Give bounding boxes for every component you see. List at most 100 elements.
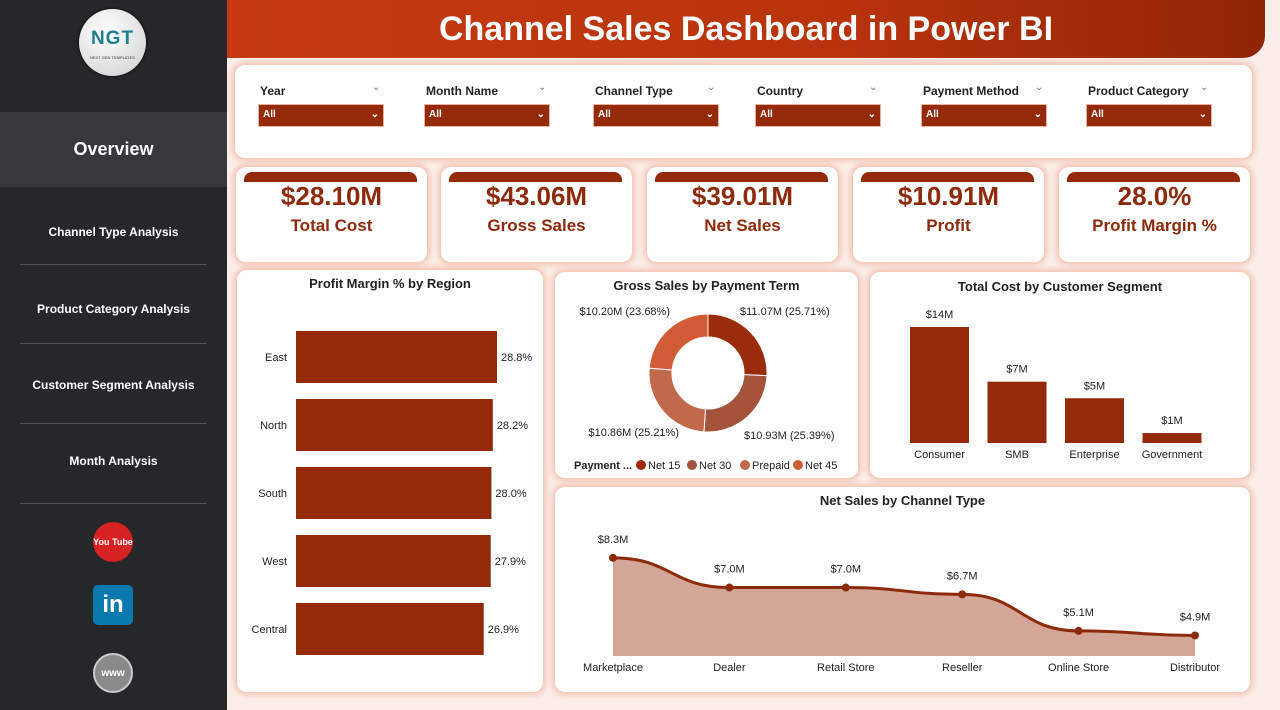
- filter-channel-type[interactable]: Channel Type ⌄ All ⌄: [593, 82, 735, 132]
- data-label: $4.9M: [1180, 611, 1211, 623]
- kpi-accent-bar: [1067, 172, 1240, 182]
- category-label: Marketplace: [583, 662, 643, 674]
- chevron-down-icon: ⌄: [867, 109, 876, 120]
- category-label: Reseller: [942, 662, 983, 674]
- nav-product-category-analysis[interactable]: Product Category Analysis: [37, 302, 190, 316]
- bar[interactable]: [296, 399, 493, 451]
- filter-value: All: [429, 109, 442, 120]
- donut-slice[interactable]: [707, 313, 768, 377]
- chevron-down-icon[interactable]: ⌄: [1200, 82, 1209, 93]
- data-label: $8.3M: [598, 534, 629, 546]
- data-point[interactable]: [725, 583, 734, 592]
- legend-item[interactable]: Net 45: [805, 460, 837, 472]
- data-label: 28.2%: [497, 420, 528, 432]
- kpi-value: $39.01M: [691, 181, 794, 211]
- chevron-down-icon[interactable]: ⌄: [372, 82, 381, 93]
- chevron-down-icon: ⌄: [1198, 109, 1207, 120]
- legend-marker: [636, 460, 646, 470]
- filter-year[interactable]: Year ⌄ All ⌄: [258, 82, 400, 132]
- kpi-card-net-sales: $39.01M Net Sales: [647, 167, 838, 262]
- chevron-down-icon[interactable]: ⌄: [1035, 82, 1044, 93]
- filter-country[interactable]: Country ⌄ All ⌄: [755, 82, 897, 132]
- data-point[interactable]: [609, 553, 617, 562]
- donut-slice[interactable]: [703, 374, 768, 433]
- bar[interactable]: [1142, 433, 1202, 443]
- globe-icon[interactable]: www: [93, 653, 133, 693]
- channel-area-chart: $8.3M Marketplace $7.0M Dealer $7.0M Retail S…: [583, 534, 1220, 674]
- category-label: SMB: [1005, 449, 1029, 461]
- youtube-icon[interactable]: You Tube: [93, 522, 133, 562]
- category-label: North: [260, 420, 287, 432]
- bar[interactable]: [296, 535, 491, 587]
- donut-slice[interactable]: [648, 367, 707, 433]
- category-label: Distributor: [1170, 662, 1220, 674]
- filter-dropdown[interactable]: All ⌄: [424, 104, 550, 127]
- legend-title: Payment ...: [574, 460, 632, 472]
- ngt-logo: NGT NEXT GEN TEMPLATES: [79, 9, 146, 76]
- donut-slice[interactable]: [648, 313, 709, 371]
- filter-dropdown[interactable]: All ⌄: [593, 104, 719, 127]
- legend-item[interactable]: Prepaid: [752, 460, 790, 472]
- divider: [20, 264, 207, 265]
- kpi-accent-bar: [655, 172, 828, 182]
- chevron-down-icon[interactable]: ⌄: [707, 82, 716, 93]
- area-fill: [613, 557, 1195, 656]
- bar[interactable]: [1065, 398, 1124, 443]
- data-label: $7.0M: [831, 564, 862, 576]
- divider: [20, 503, 207, 504]
- filter-month-name[interactable]: Month Name ⌄ All ⌄: [424, 82, 566, 132]
- divider: [20, 343, 207, 344]
- data-point[interactable]: [1074, 626, 1083, 635]
- category-label: Dealer: [713, 662, 746, 674]
- filter-product-category[interactable]: Product Category ⌄ All ⌄: [1086, 82, 1228, 132]
- nav-channel-type-analysis[interactable]: Channel Type Analysis: [48, 225, 179, 239]
- data-label: $5.1M: [1063, 607, 1094, 619]
- category-label: East: [265, 352, 287, 364]
- category-label: West: [262, 556, 287, 568]
- filter-dropdown[interactable]: All ⌄: [258, 104, 384, 127]
- filter-dropdown[interactable]: All ⌄: [1086, 104, 1212, 127]
- linkedin-icon[interactable]: in: [93, 585, 133, 625]
- data-point[interactable]: [841, 583, 850, 592]
- total-cost-by-segment-panel: Total Cost by Customer Segment $14M Consum…: [870, 272, 1250, 478]
- kpi-label: Profit: [926, 216, 971, 235]
- category-label: Online Store: [1048, 662, 1109, 674]
- category-label: Retail Store: [817, 662, 874, 674]
- bar[interactable]: [296, 467, 492, 519]
- category-label: Enterprise: [1069, 449, 1119, 461]
- divider: [20, 423, 207, 424]
- segment-bar-chart: $14M Consumer $7M SMB $5M Enterprise $1M Govern…: [910, 309, 1203, 461]
- category-label: Central: [252, 624, 287, 636]
- data-label: 26.9%: [488, 624, 519, 636]
- bar[interactable]: [987, 381, 1047, 443]
- data-label: 27.9%: [495, 556, 526, 568]
- data-point[interactable]: [1191, 631, 1199, 640]
- legend-marker: [687, 460, 697, 470]
- chevron-down-icon[interactable]: ⌄: [538, 82, 547, 93]
- kpi-accent-bar: [244, 172, 417, 182]
- nav-overview[interactable]: Overview: [0, 112, 227, 187]
- bar[interactable]: [296, 331, 497, 383]
- legend-item[interactable]: Net 15: [648, 460, 680, 472]
- logo-text: NGT: [90, 28, 135, 49]
- category-label: Government: [1142, 449, 1203, 461]
- kpi-card-profit-margin-: 28.0% Profit Margin %: [1059, 167, 1250, 262]
- filter-dropdown[interactable]: All ⌄: [921, 104, 1047, 127]
- category-label: South: [258, 488, 287, 500]
- data-point[interactable]: [958, 590, 967, 599]
- kpi-card-gross-sales: $43.06M Gross Sales: [441, 167, 632, 262]
- bar[interactable]: [910, 327, 969, 443]
- nav-month-analysis[interactable]: Month Analysis: [69, 454, 158, 468]
- kpi-accent-bar: [861, 172, 1034, 182]
- nav-customer-segment-analysis[interactable]: Customer Segment Analysis: [32, 378, 195, 392]
- filter-dropdown[interactable]: All ⌄: [755, 104, 881, 127]
- kpi-accent-bar: [449, 172, 622, 182]
- filter-payment-method[interactable]: Payment Method ⌄ All ⌄: [921, 82, 1063, 132]
- filter-label: Payment Method: [923, 84, 1020, 98]
- filter-label: Month Name: [426, 84, 498, 98]
- data-label: 28.8%: [501, 352, 532, 364]
- chevron-down-icon[interactable]: ⌄: [869, 82, 878, 93]
- legend-item[interactable]: Net 30: [699, 460, 731, 472]
- bar[interactable]: [296, 603, 484, 655]
- gross-sales-by-payment-term-panel: Gross Sales by Payment Term $11.07M (25.7…: [555, 272, 858, 478]
